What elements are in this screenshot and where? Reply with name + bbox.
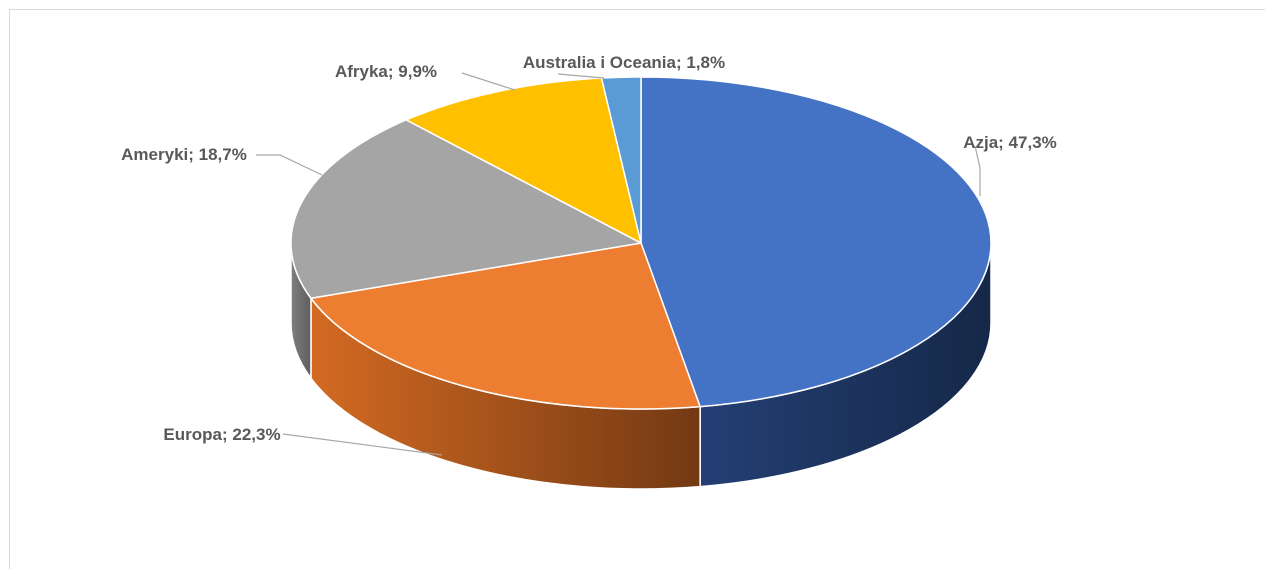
leader-line-australia-i-oceania xyxy=(557,73,605,79)
chart-frame xyxy=(9,9,1265,569)
leader-lines xyxy=(256,72,981,456)
data-label-europa: Europa; 22,3% xyxy=(163,425,280,444)
pie-top-layer xyxy=(290,76,992,410)
leader-line-ameryki xyxy=(256,154,323,176)
leader-line-azja xyxy=(974,145,981,196)
pie-chart: Azja; 47,3% Europa; 22,3% Ameryki; 18,7% Af… xyxy=(121,53,1057,490)
pie-slice-europa xyxy=(310,242,701,410)
data-label-afryka: Afryka; 9,9% xyxy=(335,62,437,81)
leader-line-europa xyxy=(282,433,443,456)
data-label-ameryki: Ameryki; 18,7% xyxy=(121,145,247,164)
pie-slice-azja xyxy=(640,76,992,408)
data-label-australia-i-oceania: Australia i Oceania; 1,8% xyxy=(523,53,725,72)
data-labels: Azja; 47,3% Europa; 22,3% Ameryki; 18,7% Af… xyxy=(121,53,1057,444)
pie-slice-afryka xyxy=(405,77,642,244)
pie-slice-ameryki xyxy=(290,119,642,299)
leader-line-afryka xyxy=(461,72,516,91)
data-label-azja: Azja; 47,3% xyxy=(963,133,1057,152)
